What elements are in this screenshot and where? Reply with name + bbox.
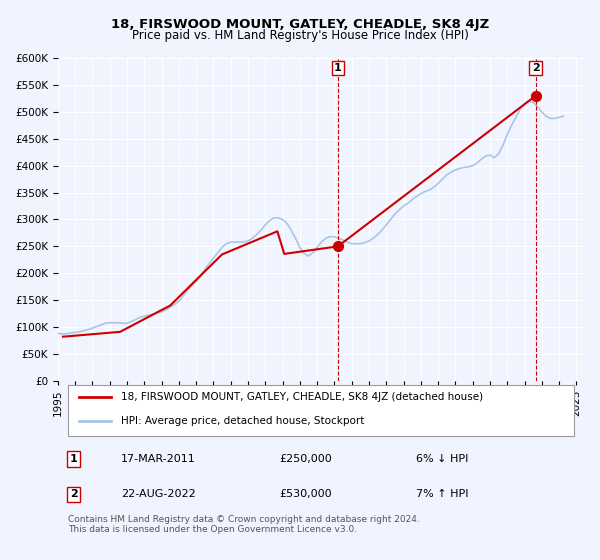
Text: 2: 2: [70, 489, 77, 500]
Text: 2: 2: [532, 63, 539, 73]
Text: 22-AUG-2022: 22-AUG-2022: [121, 489, 196, 500]
Text: HPI: Average price, detached house, Stockport: HPI: Average price, detached house, Stoc…: [121, 416, 364, 426]
Text: 18, FIRSWOOD MOUNT, GATLEY, CHEADLE, SK8 4JZ: 18, FIRSWOOD MOUNT, GATLEY, CHEADLE, SK8…: [111, 18, 489, 31]
Point: [333, 242, 343, 251]
Text: 1: 1: [70, 454, 77, 464]
Text: 18, FIRSWOOD MOUNT, GATLEY, CHEADLE, SK8 4JZ (detached house): 18, FIRSWOOD MOUNT, GATLEY, CHEADLE, SK8…: [121, 392, 483, 402]
Text: Contains HM Land Registry data © Crown copyright and database right 2024.
This d: Contains HM Land Registry data © Crown c…: [68, 515, 420, 534]
FancyBboxPatch shape: [68, 385, 574, 436]
Point: [531, 91, 541, 100]
Text: 17-MAR-2011: 17-MAR-2011: [121, 454, 196, 464]
Text: 1: 1: [334, 63, 342, 73]
Text: 6% ↓ HPI: 6% ↓ HPI: [416, 454, 469, 464]
Text: Price paid vs. HM Land Registry's House Price Index (HPI): Price paid vs. HM Land Registry's House …: [131, 29, 469, 42]
Text: £250,000: £250,000: [279, 454, 332, 464]
Text: 7% ↑ HPI: 7% ↑ HPI: [416, 489, 469, 500]
Text: £530,000: £530,000: [279, 489, 332, 500]
